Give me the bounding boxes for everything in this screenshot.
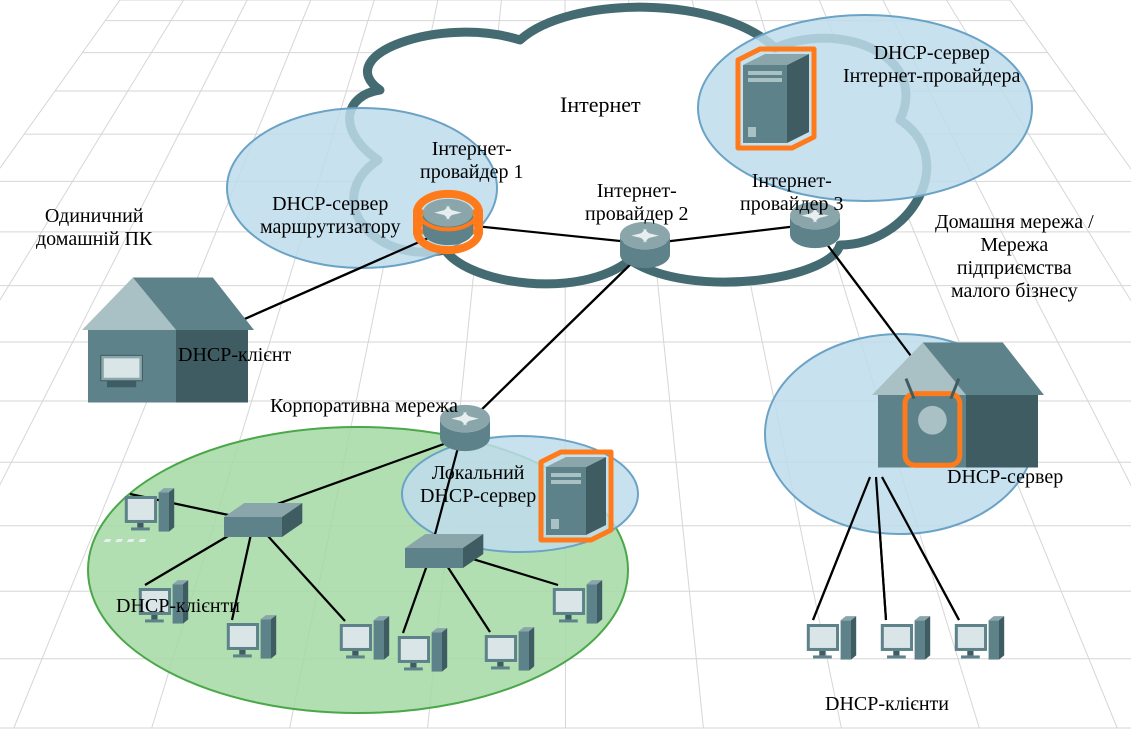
label-dhcp_clients2: DHCP-клієнти	[825, 693, 949, 716]
label-isp3: Інтернет- провайдер 3	[740, 170, 844, 216]
label-isp1: Інтернет- провайдер 1	[420, 138, 524, 184]
label-internet: Інтернет	[560, 92, 641, 117]
router-isp2	[620, 222, 670, 268]
label-dhcp_clients1: DHCP-клієнти	[116, 595, 240, 618]
label-dhcp_server_home: DHCP-сервер	[947, 466, 1063, 489]
label-home_net: Домашня мережа / Мережа підприємства мал…	[935, 211, 1094, 303]
server-isp	[738, 49, 814, 148]
label-dhcp_client1: DHCP-клієнт	[178, 344, 291, 367]
label-dhcp_router: DHCP-сервер маршрутизатору	[260, 193, 400, 239]
label-local_dhcp: Локальний DHCP-сервер	[420, 462, 536, 508]
label-isp2: Інтернет- провайдер 2	[585, 180, 689, 226]
router-isp1	[416, 193, 480, 251]
label-single_pc: Одиничний домашній ПК	[36, 205, 152, 251]
server-local	[541, 452, 611, 540]
label-dhcp_isp: DHCP-сервер Інтернет-провайдера	[843, 42, 1020, 88]
network-diagram: Інтернет Інтернет- провайдер 1 Інтернет- п…	[0, 0, 1131, 729]
label-corp_net: Корпоративна мережа	[270, 395, 458, 418]
